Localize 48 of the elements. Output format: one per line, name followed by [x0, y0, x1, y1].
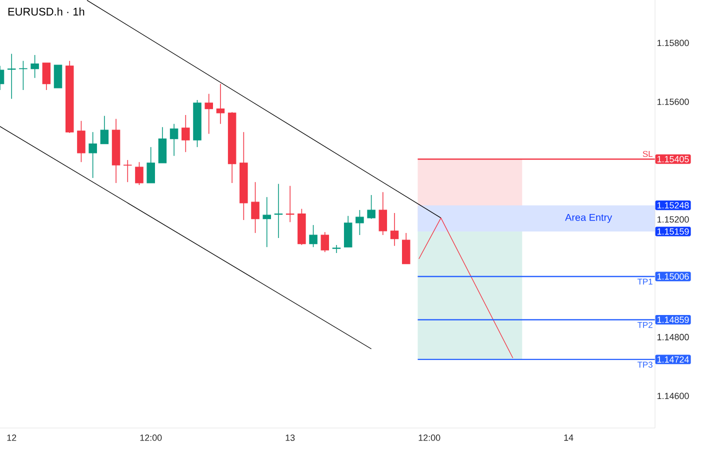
- candlestick: [54, 64, 62, 88]
- x-tick-label: 12: [7, 434, 16, 441]
- ref-line-label: SL: [642, 150, 653, 157]
- candlestick: [135, 162, 144, 186]
- candlestick: [88, 132, 97, 178]
- y-tick-label: 1.15006: [657, 273, 689, 280]
- text: EURUSD.h · 1h: [8, 8, 84, 16]
- x-tick-label: 12:00: [140, 434, 162, 441]
- candlestick: [77, 120, 86, 162]
- y-tick-label: 1.14800: [657, 334, 689, 340]
- candlestick: [170, 123, 178, 156]
- ref-line-label: TP3: [637, 362, 652, 368]
- candlestick: [251, 182, 260, 234]
- y-tick-label: 1.15800: [657, 40, 689, 46]
- y-tick-label: 1.15405: [657, 156, 689, 162]
- candlestick: [320, 232, 330, 252]
- y-tick-label: 1.14859: [657, 316, 689, 323]
- candlestick: [204, 93, 213, 134]
- candlestick: [390, 212, 399, 246]
- candlestick: [262, 196, 272, 248]
- candlestick: [367, 194, 376, 220]
- y-tick-label: 1.15600: [657, 98, 689, 105]
- x-tick-label: 14: [564, 434, 574, 441]
- candlestick: [124, 160, 132, 182]
- candlestick: [332, 244, 341, 254]
- y-tick-label: 1.14600: [657, 392, 689, 400]
- candlestick: [146, 146, 155, 184]
- candlestick: [30, 54, 39, 78]
- ref-line-label: TP2: [637, 322, 652, 328]
- candlestick: [42, 62, 51, 90]
- band-label: Area Entry: [565, 214, 612, 223]
- y-tick-label: 1.14724: [657, 356, 689, 363]
- candlestick: [216, 83, 225, 124]
- candlestick: [378, 192, 388, 236]
- x-tick-label: 13: [286, 434, 295, 441]
- candlestick: [356, 210, 364, 236]
- candlestick: [182, 114, 190, 152]
- x-tick-label: 12:00: [418, 434, 440, 441]
- candlestick: [286, 186, 294, 222]
- y-tick-label: 1.15200: [657, 216, 689, 223]
- candlestick: [19, 60, 28, 90]
- candlestick: [402, 232, 410, 264]
- y-tick-label: 1.15159: [657, 228, 689, 235]
- candlestick: [309, 224, 318, 248]
- y-tick-label: 1.15248: [657, 202, 689, 208]
- ref-line-label: TP1: [637, 278, 652, 285]
- candlestick: [100, 115, 109, 144]
- candlestick: [274, 183, 283, 238]
